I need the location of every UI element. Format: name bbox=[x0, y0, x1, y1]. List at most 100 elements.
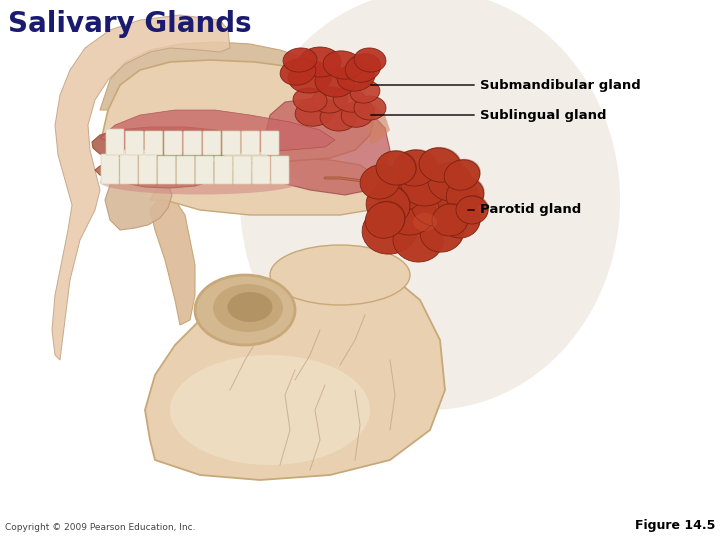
Ellipse shape bbox=[432, 204, 468, 236]
FancyBboxPatch shape bbox=[176, 156, 194, 184]
FancyBboxPatch shape bbox=[252, 156, 270, 184]
Ellipse shape bbox=[361, 164, 401, 198]
Ellipse shape bbox=[270, 245, 410, 305]
Ellipse shape bbox=[446, 178, 484, 212]
FancyBboxPatch shape bbox=[215, 156, 233, 184]
Ellipse shape bbox=[100, 170, 300, 194]
Ellipse shape bbox=[393, 150, 437, 186]
FancyBboxPatch shape bbox=[203, 131, 221, 155]
Ellipse shape bbox=[445, 159, 481, 189]
FancyBboxPatch shape bbox=[164, 131, 182, 155]
FancyBboxPatch shape bbox=[139, 150, 157, 184]
Ellipse shape bbox=[366, 185, 410, 225]
Ellipse shape bbox=[420, 212, 464, 252]
Polygon shape bbox=[150, 158, 380, 215]
Ellipse shape bbox=[457, 195, 489, 223]
FancyBboxPatch shape bbox=[195, 156, 213, 184]
Ellipse shape bbox=[401, 164, 449, 206]
FancyBboxPatch shape bbox=[271, 156, 289, 184]
FancyBboxPatch shape bbox=[222, 131, 240, 155]
Ellipse shape bbox=[394, 217, 444, 261]
Ellipse shape bbox=[299, 47, 341, 77]
Ellipse shape bbox=[228, 292, 272, 322]
Ellipse shape bbox=[295, 98, 335, 126]
Ellipse shape bbox=[360, 165, 400, 199]
Ellipse shape bbox=[375, 168, 425, 212]
Ellipse shape bbox=[283, 48, 317, 72]
FancyBboxPatch shape bbox=[233, 156, 251, 184]
Ellipse shape bbox=[337, 63, 375, 91]
Ellipse shape bbox=[333, 88, 367, 112]
Ellipse shape bbox=[413, 213, 437, 231]
Ellipse shape bbox=[393, 218, 443, 262]
Ellipse shape bbox=[323, 51, 363, 79]
Ellipse shape bbox=[362, 206, 418, 254]
Ellipse shape bbox=[421, 211, 465, 251]
Ellipse shape bbox=[354, 96, 386, 120]
Polygon shape bbox=[360, 100, 390, 145]
Ellipse shape bbox=[429, 162, 473, 200]
Ellipse shape bbox=[456, 196, 488, 224]
Ellipse shape bbox=[440, 202, 480, 238]
Ellipse shape bbox=[376, 167, 426, 211]
Polygon shape bbox=[92, 127, 240, 159]
FancyBboxPatch shape bbox=[125, 131, 143, 155]
Ellipse shape bbox=[438, 178, 480, 216]
Ellipse shape bbox=[441, 201, 481, 237]
Ellipse shape bbox=[354, 48, 386, 72]
Ellipse shape bbox=[288, 61, 332, 93]
Text: Copyright © 2009 Pearson Education, Inc.: Copyright © 2009 Pearson Education, Inc. bbox=[5, 523, 196, 532]
Ellipse shape bbox=[312, 87, 348, 113]
Polygon shape bbox=[150, 200, 195, 325]
Text: Parotid gland: Parotid gland bbox=[480, 204, 581, 217]
Ellipse shape bbox=[366, 201, 406, 237]
Ellipse shape bbox=[437, 179, 479, 217]
Text: Sublingual gland: Sublingual gland bbox=[480, 109, 606, 122]
Ellipse shape bbox=[341, 100, 375, 127]
Ellipse shape bbox=[385, 188, 437, 234]
FancyBboxPatch shape bbox=[145, 131, 163, 155]
Ellipse shape bbox=[240, 0, 620, 410]
Text: Figure 14.5: Figure 14.5 bbox=[634, 519, 715, 532]
FancyBboxPatch shape bbox=[101, 154, 119, 184]
Ellipse shape bbox=[433, 203, 469, 235]
Polygon shape bbox=[100, 110, 335, 153]
Ellipse shape bbox=[394, 149, 438, 185]
Ellipse shape bbox=[419, 148, 461, 182]
Polygon shape bbox=[95, 155, 225, 188]
Ellipse shape bbox=[363, 205, 419, 253]
Polygon shape bbox=[100, 42, 370, 132]
FancyBboxPatch shape bbox=[261, 131, 279, 155]
Ellipse shape bbox=[402, 163, 450, 205]
FancyBboxPatch shape bbox=[106, 129, 124, 155]
Ellipse shape bbox=[444, 160, 480, 190]
FancyBboxPatch shape bbox=[120, 150, 138, 184]
Ellipse shape bbox=[367, 184, 411, 224]
Ellipse shape bbox=[428, 163, 472, 201]
Polygon shape bbox=[105, 170, 172, 230]
FancyBboxPatch shape bbox=[242, 131, 260, 155]
Polygon shape bbox=[265, 98, 390, 195]
Ellipse shape bbox=[377, 150, 417, 184]
Ellipse shape bbox=[411, 184, 459, 226]
Ellipse shape bbox=[315, 67, 355, 97]
Polygon shape bbox=[100, 60, 375, 164]
Ellipse shape bbox=[280, 59, 316, 85]
Polygon shape bbox=[52, 15, 230, 360]
Ellipse shape bbox=[447, 177, 485, 211]
Ellipse shape bbox=[350, 81, 380, 103]
Ellipse shape bbox=[170, 355, 370, 465]
Ellipse shape bbox=[213, 284, 283, 332]
FancyBboxPatch shape bbox=[158, 156, 176, 184]
Text: Submandibular gland: Submandibular gland bbox=[480, 78, 641, 91]
Ellipse shape bbox=[376, 151, 416, 185]
Polygon shape bbox=[145, 265, 445, 480]
Text: Salivary Glands: Salivary Glands bbox=[8, 10, 251, 38]
Ellipse shape bbox=[384, 189, 436, 235]
Ellipse shape bbox=[365, 202, 405, 238]
Ellipse shape bbox=[420, 147, 462, 181]
Ellipse shape bbox=[320, 105, 356, 131]
FancyBboxPatch shape bbox=[184, 131, 202, 155]
Ellipse shape bbox=[195, 275, 295, 345]
Ellipse shape bbox=[345, 53, 381, 82]
